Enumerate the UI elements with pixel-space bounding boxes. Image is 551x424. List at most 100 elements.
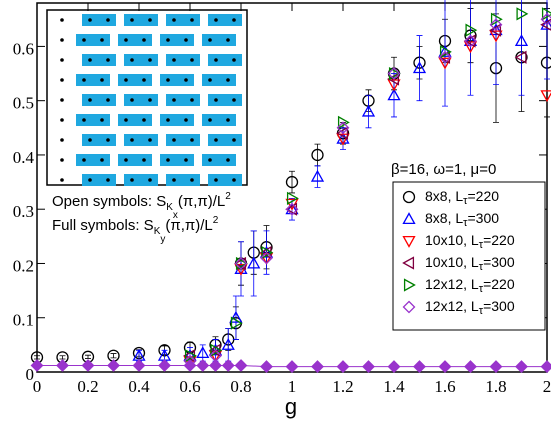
data-point <box>336 360 350 373</box>
site <box>60 58 64 62</box>
site <box>88 138 92 142</box>
data-point <box>336 121 350 135</box>
site <box>172 138 176 142</box>
legend-label: 10x10, Lτ=220 <box>425 232 515 251</box>
site <box>172 18 176 22</box>
data-point <box>540 360 551 373</box>
site <box>226 158 230 162</box>
site <box>232 178 236 182</box>
data-point <box>438 360 452 373</box>
site <box>142 78 146 82</box>
data-point <box>234 359 248 372</box>
site <box>214 98 218 102</box>
x-tick-label: 0.4 <box>128 377 150 396</box>
site <box>88 18 92 22</box>
data-point <box>362 360 375 373</box>
data-point <box>463 34 478 47</box>
error-bar <box>110 353 117 359</box>
site <box>60 38 64 42</box>
site <box>190 178 194 182</box>
dimer <box>118 34 152 46</box>
y-tick-label: 0.3 <box>13 202 34 221</box>
data-point <box>540 18 551 31</box>
legend-label: 12x12, Lτ=220 <box>425 276 515 295</box>
data-point <box>489 18 503 32</box>
site <box>124 78 128 82</box>
data-point <box>388 66 401 81</box>
data-point <box>285 202 299 215</box>
data-point <box>183 356 197 368</box>
site <box>172 98 176 102</box>
dimer <box>76 114 110 126</box>
data-point <box>229 310 243 323</box>
inset-label-part: K <box>154 226 161 237</box>
data-point <box>540 56 551 69</box>
x-tick-label: 1.6 <box>434 377 455 396</box>
data-point <box>412 61 427 74</box>
error-bar <box>34 355 40 360</box>
legend-label: 10x10, Lτ=300 <box>425 254 515 273</box>
site <box>130 138 134 142</box>
data-point <box>158 344 171 357</box>
site <box>184 118 188 122</box>
inset-label-part: x <box>173 210 178 221</box>
site <box>60 78 64 82</box>
error-bar <box>314 165 321 188</box>
site <box>208 38 212 42</box>
dimer <box>166 14 200 26</box>
site <box>166 158 170 162</box>
error-bar <box>391 73 397 118</box>
site <box>124 158 128 162</box>
error-bar <box>289 170 295 194</box>
site <box>226 78 230 82</box>
dimer <box>82 14 116 26</box>
dimer <box>124 14 158 26</box>
dimer <box>202 154 236 166</box>
data-point <box>310 169 325 182</box>
site <box>148 138 152 142</box>
site <box>130 18 134 22</box>
site <box>82 118 86 122</box>
site <box>226 38 230 42</box>
dimer <box>82 134 116 146</box>
data-point <box>438 57 452 70</box>
data-point <box>489 30 503 43</box>
error-bar <box>59 355 66 360</box>
site <box>106 138 110 142</box>
site <box>166 118 170 122</box>
site <box>124 118 128 122</box>
dimer <box>208 174 242 186</box>
site <box>214 178 218 182</box>
data-point <box>235 256 248 271</box>
y-tick-label: 0.2 <box>13 256 34 275</box>
data-point <box>247 256 261 269</box>
legend-marker <box>402 300 416 314</box>
dimer <box>166 54 200 66</box>
dimer <box>160 74 194 86</box>
error-bar <box>467 0 474 96</box>
data-point <box>196 359 210 372</box>
site <box>232 98 236 102</box>
site <box>124 38 128 42</box>
data-point <box>260 251 273 265</box>
data-point <box>438 44 452 57</box>
dimer <box>82 54 116 66</box>
site <box>60 118 64 122</box>
dimer <box>166 94 200 106</box>
legend-marker <box>402 256 415 270</box>
dimer <box>208 54 242 66</box>
dimer <box>160 154 194 166</box>
inset-label: Open symbols: SKx(π,π)/L2 <box>52 191 231 221</box>
site <box>226 118 230 122</box>
site <box>106 58 110 62</box>
data-point <box>183 359 197 372</box>
site <box>60 158 64 162</box>
data-point <box>30 351 44 364</box>
site <box>214 58 218 62</box>
data-point <box>285 202 298 216</box>
site <box>82 78 86 82</box>
legend-label: 8x8, Lτ=300 <box>425 210 499 229</box>
data-point <box>337 115 350 129</box>
data-point <box>490 12 503 26</box>
